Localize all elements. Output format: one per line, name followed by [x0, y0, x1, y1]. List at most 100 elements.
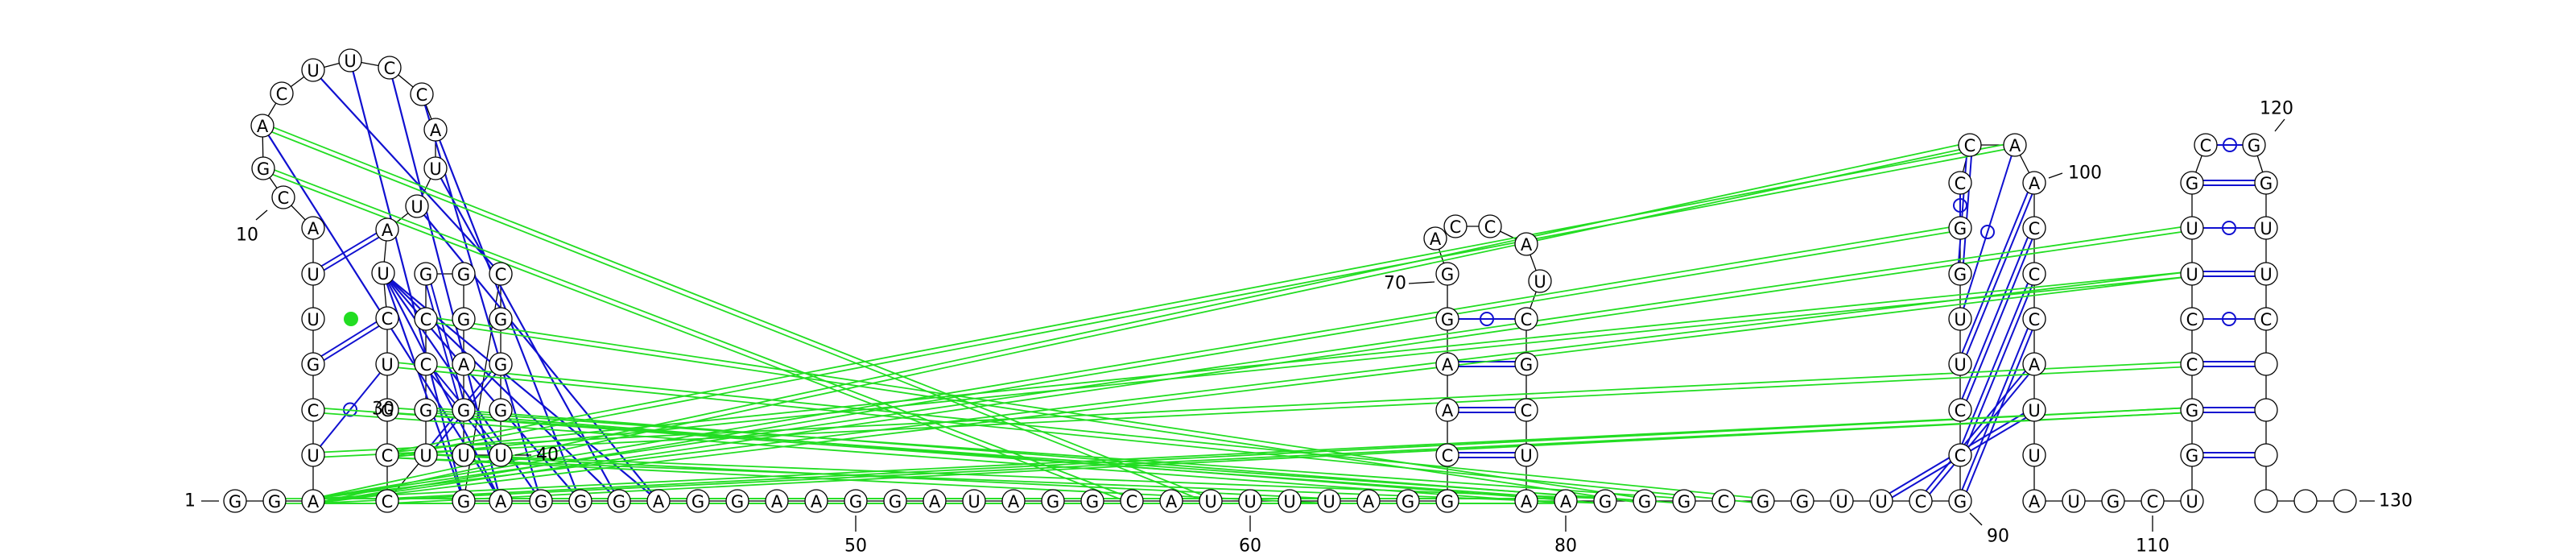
- nucleotide-letter: G: [1954, 265, 1967, 284]
- nucleotide: A: [2022, 171, 2046, 195]
- nucleotide-letter: C: [1484, 217, 1496, 237]
- nucleotide: U: [452, 443, 476, 467]
- nucleotide: G: [1672, 489, 1696, 513]
- nucleotide: G: [452, 398, 476, 422]
- nucleotide: A: [250, 114, 275, 138]
- nucleotide: U: [1199, 489, 1223, 513]
- nucleotide-letter: A: [1442, 355, 1454, 375]
- tertiary-interaction: [425, 321, 1645, 504]
- nucleotide: U: [1869, 489, 1893, 513]
- nucleotide-letter: G: [419, 265, 432, 284]
- nucleotide-letter: A: [771, 492, 783, 511]
- nucleotide: G: [1593, 489, 1617, 513]
- nucleotide: U: [2180, 262, 2204, 286]
- nucleotide: U: [371, 261, 395, 285]
- nucleotide-letter: C: [2260, 310, 2273, 329]
- nucleotide-letter: G: [2186, 401, 2198, 420]
- nucleotide: C: [375, 443, 399, 467]
- watson-crick-pair: [1957, 226, 2033, 410]
- nucleotide-letter: U: [968, 492, 980, 511]
- nucleotide: C: [1909, 489, 1933, 513]
- tertiary-interaction: [312, 412, 1566, 504]
- nucleotide: G: [251, 156, 275, 180]
- gu-wobble-symbol: [1480, 312, 1494, 326]
- nucleotide: C: [410, 82, 434, 106]
- tertiary-interaction: [313, 366, 2193, 458]
- tertiary-interaction: [387, 412, 2193, 504]
- nucleotide-letter: C: [2186, 310, 2198, 329]
- nucleotide: C: [2180, 307, 2204, 331]
- nucleotide-letter: A: [430, 121, 442, 140]
- nucleotide: C: [375, 489, 399, 513]
- watson-crick-pair: [1957, 181, 2033, 364]
- nucleotide: A: [2022, 352, 2046, 376]
- nucleotide: A: [646, 489, 671, 513]
- nucleotide-letter: G: [2186, 446, 2198, 466]
- gu-wobble-symbol: [2223, 138, 2237, 152]
- nucleotide: C: [2140, 489, 2165, 513]
- nucleotide-letter: C: [1718, 492, 1730, 511]
- watson-crick-pair: [1922, 365, 2037, 503]
- nucleotide: U: [2062, 489, 2086, 513]
- nucleotide-letter: G: [494, 355, 507, 375]
- nucleotide: [2333, 489, 2357, 513]
- position-label: 30: [372, 400, 394, 420]
- nucleotide-letter: C: [2029, 219, 2041, 238]
- nucleotide: G: [1790, 489, 1814, 513]
- position-label: 50: [844, 536, 867, 557]
- nucleotide: G: [1435, 307, 1459, 331]
- nucleotide: C: [489, 262, 513, 286]
- pseudoknot-pair: [349, 60, 465, 502]
- nucleotide: G: [1948, 262, 1972, 286]
- position-label: 80: [1554, 536, 1577, 557]
- tertiary-interaction: [262, 169, 1132, 504]
- nucleotide: G: [686, 489, 710, 513]
- tertiary-interaction: [313, 230, 2193, 504]
- position-label: 130: [2379, 491, 2413, 511]
- nucleotide-letter: G: [2107, 492, 2120, 511]
- tertiary-interaction: [386, 142, 2015, 453]
- watson-crick-pair: [311, 226, 386, 273]
- position-label: 60: [1239, 536, 1261, 557]
- nucleotide: G: [1948, 489, 1972, 513]
- tertiary-interaction: [386, 271, 2192, 453]
- nucleotide-letter: U: [307, 446, 319, 466]
- watson-crick-pair: [1961, 183, 2037, 366]
- nucleotide: A: [1435, 398, 1459, 422]
- nucleotide: C: [2180, 352, 2204, 376]
- tertiary-interaction: [386, 412, 1684, 504]
- nucleotide-letter: A: [1430, 230, 1442, 249]
- nucleotide-letter: C: [1521, 310, 1533, 329]
- nucleotide: C: [1948, 398, 1972, 422]
- nucleotide-letter: G: [1678, 492, 1690, 511]
- nucleotide-letter: G: [1086, 492, 1099, 511]
- nucleotide: A: [1514, 232, 1538, 256]
- watson-crick-pair: [1961, 145, 1973, 275]
- nucleotide: A: [1356, 489, 1381, 513]
- nucleotide-letter: G: [457, 265, 470, 284]
- nucleotide-letter: G: [494, 401, 507, 420]
- nucleotide: C: [1948, 443, 1972, 467]
- nucleotide: C: [414, 352, 438, 376]
- nucleotide-letter: G: [229, 492, 242, 511]
- nucleotide-letter: G: [457, 401, 470, 420]
- nucleotide-letter: C: [1955, 446, 1967, 466]
- nucleotide-letter: C: [382, 446, 394, 466]
- nucleotide: U: [338, 48, 362, 72]
- nucleotide-letter: A: [1560, 492, 1572, 511]
- nucleotide: G: [2101, 489, 2125, 513]
- nucleotide: U: [2180, 489, 2204, 513]
- tertiary-interaction: [313, 275, 2193, 504]
- tertiary-interaction: [312, 271, 2192, 499]
- nucleotide: C: [1514, 398, 1538, 422]
- nucleotide-letter: A: [458, 355, 470, 375]
- nucleotide-letter: U: [2028, 446, 2040, 466]
- nucleotide-letter: U: [1954, 355, 1966, 375]
- watson-crick-pair: [1918, 362, 2033, 500]
- pseudoknot-pair: [388, 67, 502, 502]
- nucleotide-letter: G: [574, 492, 587, 511]
- tertiary-interaction: [386, 407, 2192, 499]
- nucleotide: G: [1396, 489, 1420, 513]
